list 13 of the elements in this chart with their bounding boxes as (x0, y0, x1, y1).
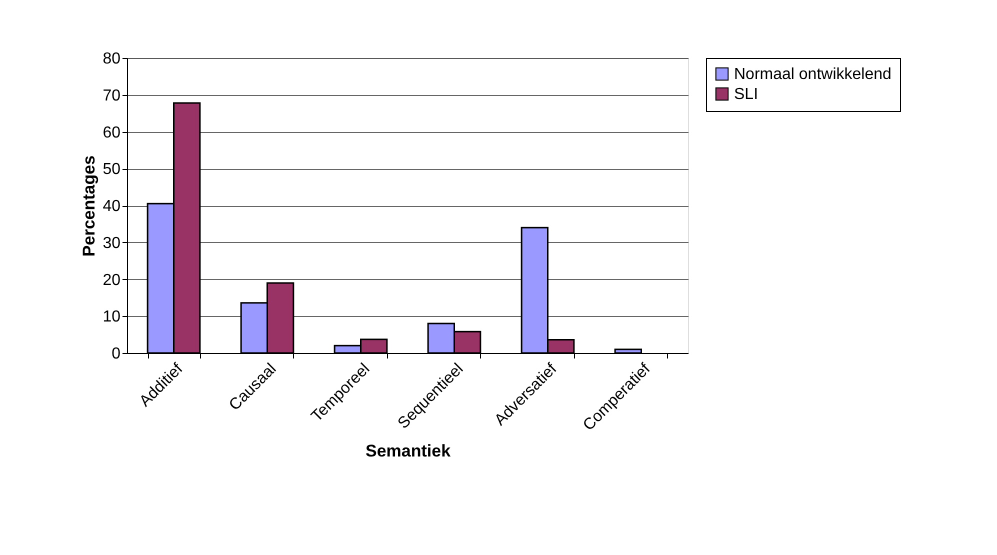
y-tick-label: 30 (102, 234, 121, 252)
y-tick-label: 80 (102, 50, 121, 68)
y-tick-label: 10 (102, 308, 121, 326)
x-axis-title: Semantiek (365, 441, 452, 460)
y-tick-label: 20 (102, 272, 121, 289)
y-tick-label: 70 (102, 87, 121, 104)
legend-label: Normaal ontwikkelend (734, 66, 892, 83)
y-axis-title: Percentages (80, 155, 99, 257)
y-tick-label: 50 (102, 161, 121, 178)
legend-label: SLI (734, 86, 758, 103)
y-tick-label: 0 (112, 346, 121, 362)
y-tick-label: 60 (102, 124, 121, 142)
y-tick-label: 40 (102, 198, 121, 215)
